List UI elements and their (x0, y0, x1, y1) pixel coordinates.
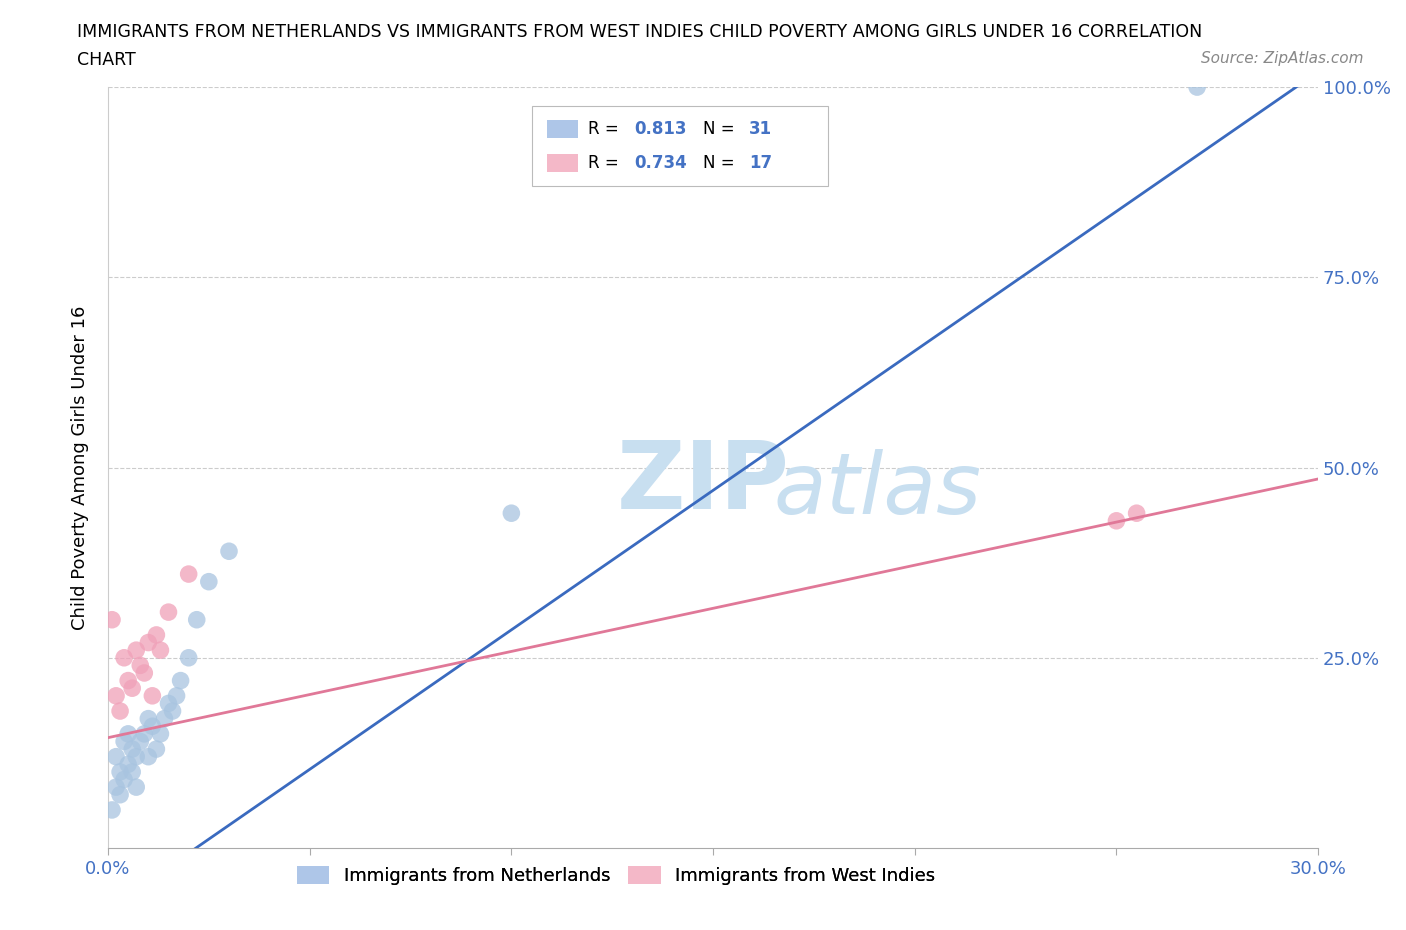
Point (105, 688, 128, 703)
Text: Source: ZipAtlas.com: Source: ZipAtlas.com (1201, 51, 1364, 66)
Point (134, 666, 156, 681)
Point (1125, 506, 1147, 521)
Legend: Immigrants from Netherlands, Immigrants from West Indies: Immigrants from Netherlands, Immigrants … (290, 858, 943, 892)
Text: 0.813: 0.813 (634, 120, 688, 138)
Point (149, 643, 172, 658)
Point (136, 635, 159, 650)
Point (112, 734, 135, 749)
Point (162, 704, 184, 719)
Point (105, 750, 128, 764)
Point (145, 628, 167, 643)
Point (218, 544, 240, 559)
Point (153, 711, 176, 726)
Point (121, 681, 143, 696)
Text: N =: N = (703, 120, 740, 138)
Point (157, 696, 180, 711)
Text: 31: 31 (749, 120, 772, 138)
Text: R =: R = (589, 154, 624, 172)
Point (1105, 513, 1128, 528)
Point (101, 612, 124, 627)
Point (177, 650, 200, 665)
Point (125, 750, 148, 764)
Point (136, 711, 159, 726)
Point (125, 779, 148, 794)
FancyBboxPatch shape (547, 120, 578, 138)
Point (141, 719, 163, 734)
Point (177, 566, 200, 581)
Point (108, 704, 131, 719)
Point (136, 750, 159, 764)
Point (169, 673, 191, 688)
Point (1185, 80, 1208, 95)
Text: 0.734: 0.734 (634, 154, 688, 172)
Point (101, 803, 124, 817)
Point (117, 673, 139, 688)
Text: ZIP: ZIP (616, 437, 789, 529)
Point (125, 643, 148, 658)
Point (157, 604, 180, 619)
Point (145, 741, 167, 756)
FancyBboxPatch shape (547, 154, 578, 172)
Point (186, 612, 208, 627)
Point (129, 734, 152, 749)
Text: atlas: atlas (773, 449, 981, 532)
Point (121, 741, 143, 756)
Point (117, 726, 139, 741)
Text: IMMIGRANTS FROM NETHERLANDS VS IMMIGRANTS FROM WEST INDIES CHILD POVERTY AMONG G: IMMIGRANTS FROM NETHERLANDS VS IMMIGRANT… (77, 23, 1202, 41)
Point (105, 779, 128, 794)
Y-axis label: Child Poverty Among Girls Under 16: Child Poverty Among Girls Under 16 (72, 305, 89, 630)
Point (501, 506, 523, 521)
Point (198, 574, 221, 589)
Point (108, 764, 131, 779)
Text: CHART: CHART (77, 51, 136, 69)
Point (121, 764, 143, 779)
Point (166, 688, 188, 703)
Point (141, 688, 163, 703)
Point (112, 650, 135, 665)
Point (149, 726, 172, 741)
Text: 17: 17 (749, 154, 772, 172)
Point (117, 757, 139, 772)
Text: N =: N = (703, 154, 740, 172)
Text: R =: R = (589, 120, 624, 138)
Point (108, 788, 131, 803)
Point (112, 772, 135, 787)
Point (134, 726, 156, 741)
FancyBboxPatch shape (531, 106, 828, 186)
Point (129, 658, 152, 672)
